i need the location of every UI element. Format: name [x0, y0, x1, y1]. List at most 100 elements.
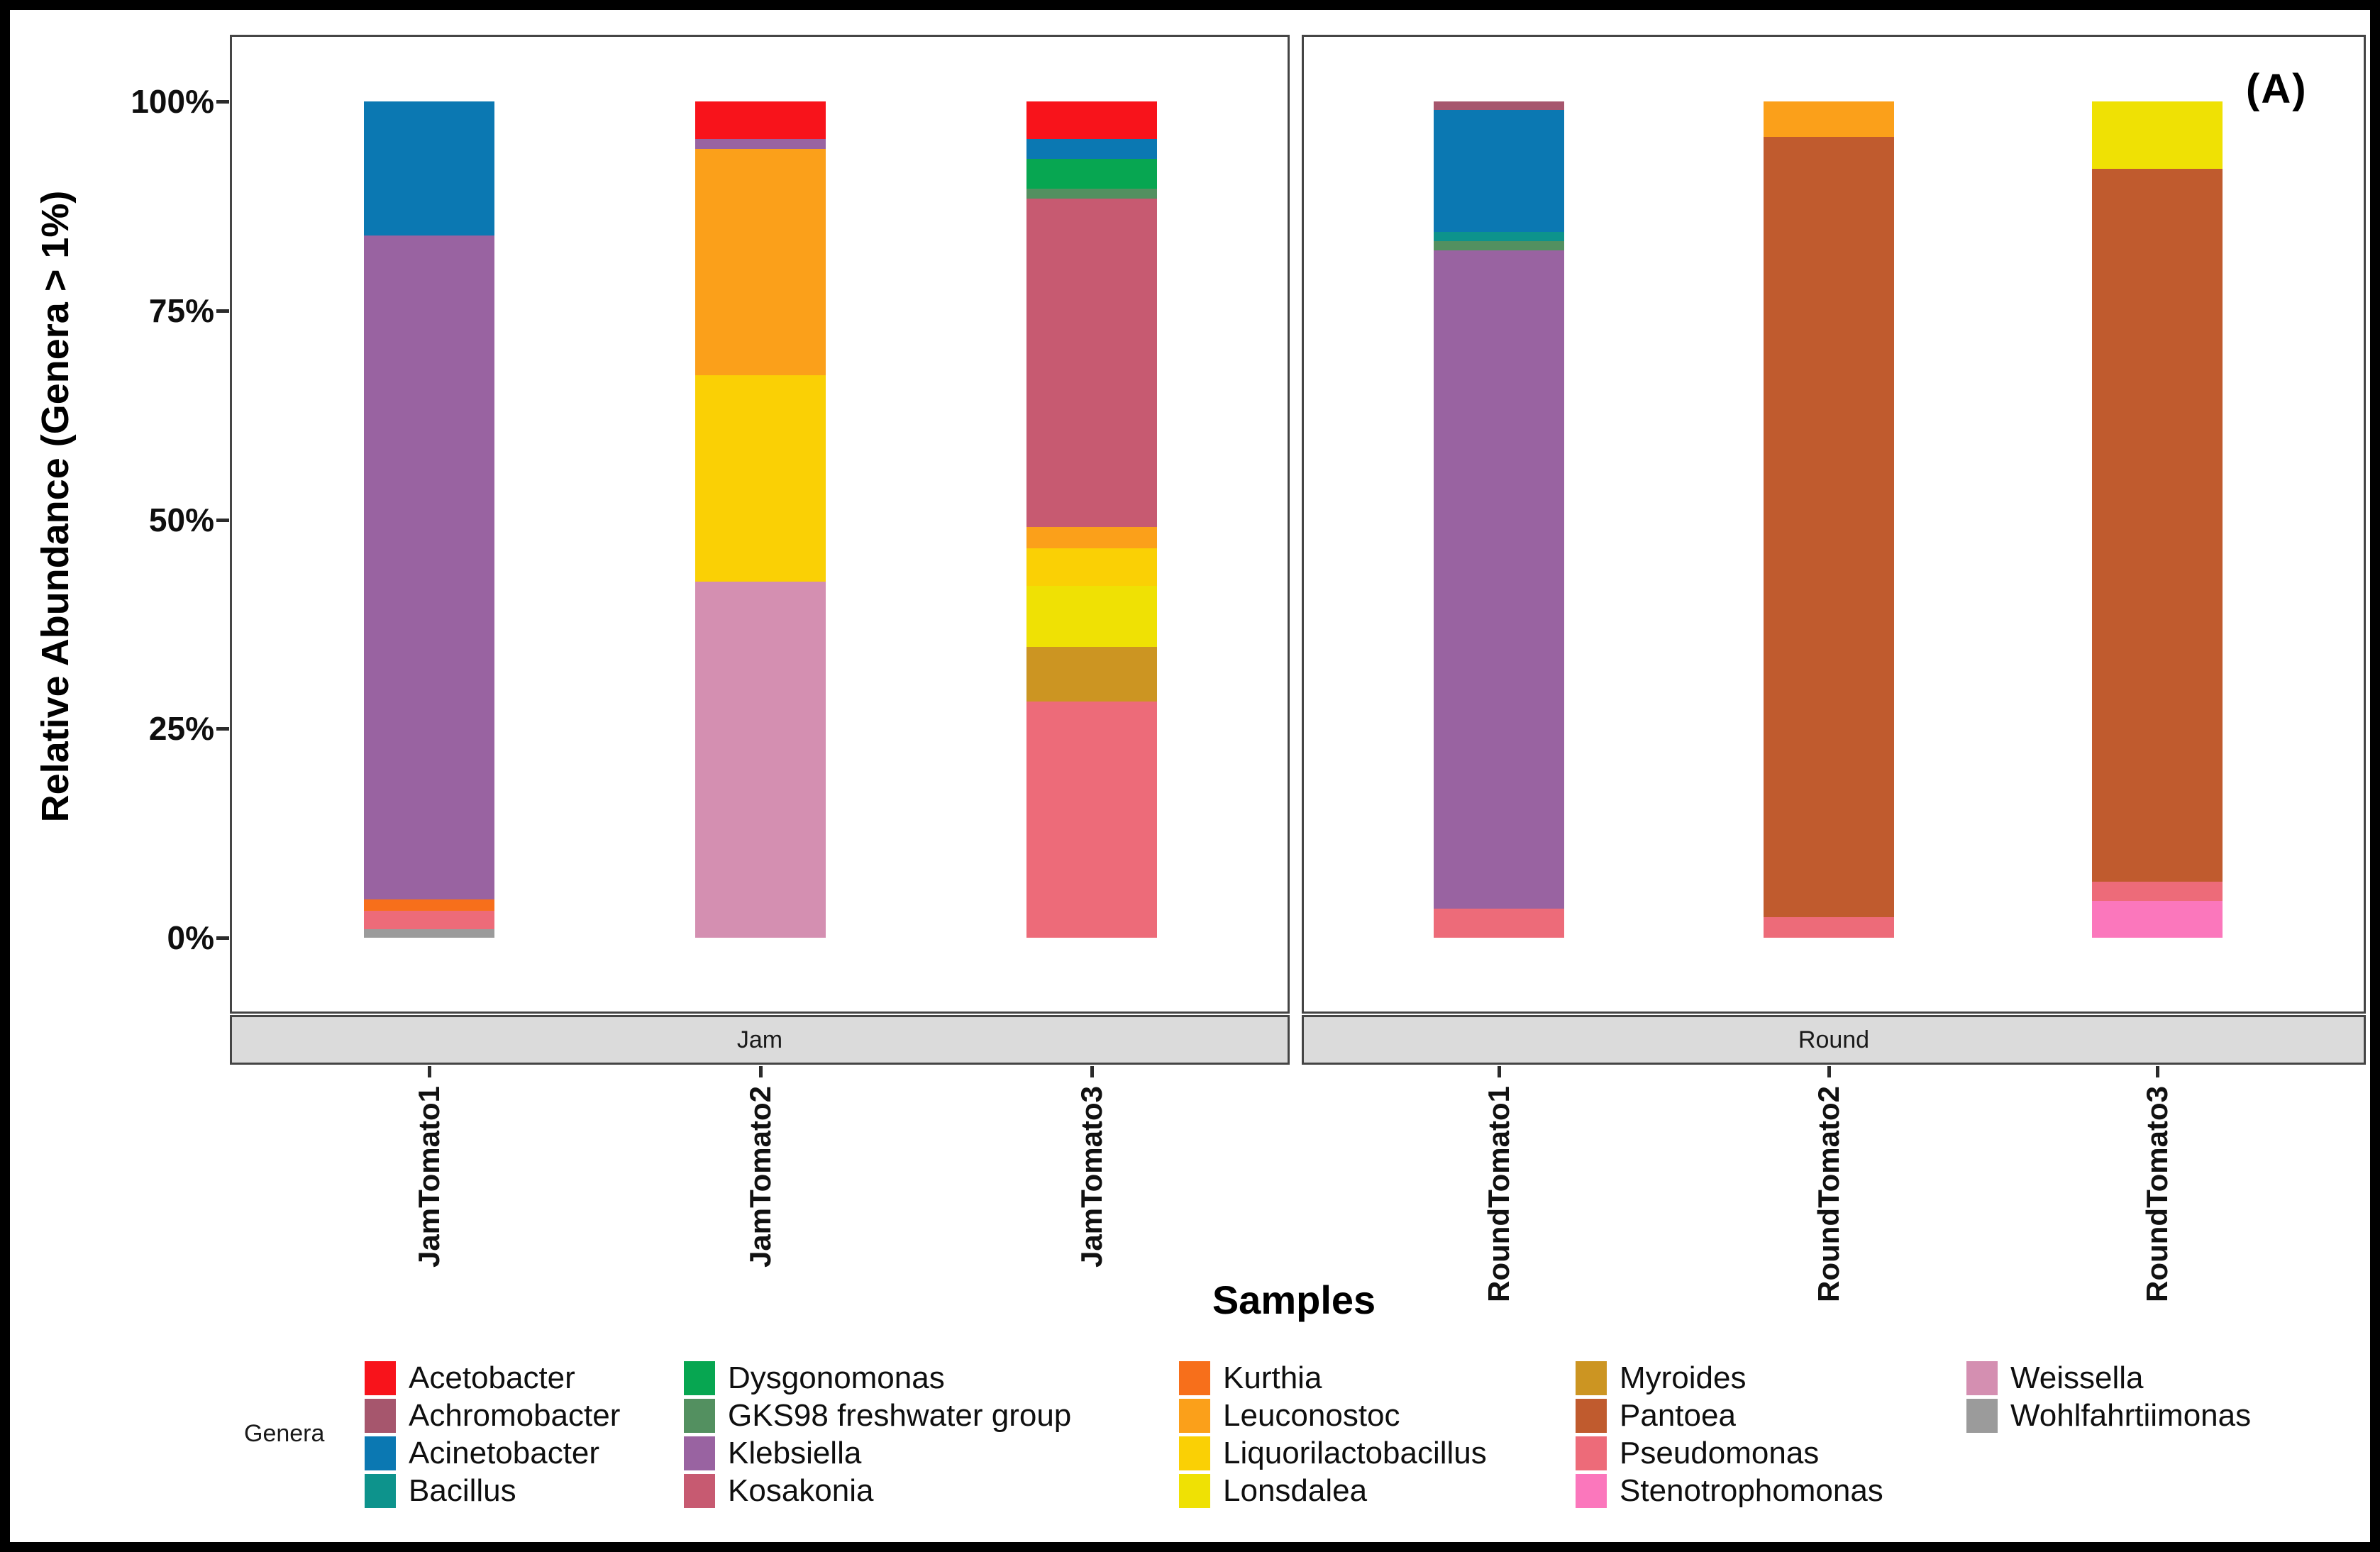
- facet-strip-jam-label: Jam: [736, 1026, 783, 1053]
- segment-stenotrophomonas: [2092, 901, 2223, 938]
- legend-item-klebsiella: Klebsiella: [684, 1436, 861, 1470]
- segment-acetobacter: [695, 101, 826, 140]
- legend-item-achromobacter: Achromobacter: [365, 1398, 621, 1433]
- x-tick-label-JamTomato2: JamTomato2: [743, 1086, 777, 1268]
- legend-item-stenotrophomonas: Stenotrophomonas: [1576, 1473, 1883, 1508]
- x-tick-mark: [428, 1066, 431, 1077]
- segment-kurthia: [364, 899, 494, 911]
- legend-item-pantoea: Pantoea: [1576, 1398, 1736, 1433]
- legend-item-acetobacter: Acetobacter: [365, 1360, 575, 1395]
- x-tick-mark: [1090, 1066, 1094, 1077]
- segment-leuconostoc: [1026, 527, 1157, 548]
- y-tick-mark: [216, 727, 229, 731]
- legend-label: Pseudomonas: [1620, 1436, 1820, 1470]
- legend-title: Genera: [244, 1420, 325, 1447]
- legend-swatch: [365, 1361, 396, 1395]
- facet-strip-jam: Jam: [230, 1015, 1290, 1065]
- legend-item-lonsdalea: Lonsdalea: [1179, 1473, 1368, 1508]
- segment-klebsiella: [364, 235, 494, 899]
- segment-pseudomonas: [2092, 881, 2223, 902]
- legend-swatch: [1179, 1436, 1210, 1470]
- legend-label: Weissella: [2010, 1360, 2144, 1395]
- segment-pseudomonas: [1764, 916, 1894, 938]
- legend-swatch: [365, 1436, 396, 1470]
- legend-item-bacillus: Bacillus: [365, 1473, 516, 1508]
- legend-swatch: [1576, 1436, 1607, 1470]
- x-tick-mark: [1827, 1066, 1831, 1077]
- legend-item-leuconostoc: Leuconostoc: [1179, 1398, 1400, 1433]
- segment-dysgonomonas: [1026, 159, 1157, 189]
- legend-label: Leuconostoc: [1223, 1398, 1400, 1433]
- legend-label: Achromobacter: [409, 1398, 621, 1433]
- segment-myroides: [1026, 646, 1157, 702]
- segment-klebsiella: [1434, 250, 1564, 909]
- segment-pseudomonas: [364, 911, 494, 930]
- legend-label: Dysgonomonas: [728, 1360, 945, 1395]
- legend-label: GKS98 freshwater group: [728, 1398, 1072, 1433]
- legend-swatch: [684, 1436, 715, 1470]
- legend-label: Wohlfahrtiimonas: [2010, 1398, 2252, 1433]
- y-tick-label: 50%: [148, 501, 214, 538]
- legend-item-weissella: Weissella: [1966, 1360, 2144, 1395]
- segment-pantoea: [1764, 136, 1894, 917]
- segment-leuconostoc: [695, 149, 826, 375]
- bar-RoundTomato1: [1432, 101, 1566, 938]
- legend-swatch: [684, 1399, 715, 1433]
- legend-item-kurthia: Kurthia: [1179, 1360, 1322, 1395]
- legend-item-myroides: Myroides: [1576, 1360, 1747, 1395]
- legend-label: Bacillus: [409, 1473, 516, 1508]
- x-tick-label-RoundTomato1: RoundTomato1: [1482, 1086, 1515, 1302]
- segment-liquorilactobacillus: [695, 375, 826, 582]
- segment-pseudomonas: [1434, 908, 1564, 938]
- bar-RoundTomato2: [1762, 101, 1895, 938]
- y-tick-label: 25%: [148, 710, 214, 748]
- legend-item-gks98-freshwater-group: GKS98 freshwater group: [684, 1398, 1072, 1433]
- segment-lonsdalea: [2092, 101, 2223, 170]
- legend-swatch: [684, 1361, 715, 1395]
- segment-kosakonia: [1026, 198, 1157, 528]
- bar-JamTomato2: [694, 101, 827, 938]
- legend-swatch: [365, 1474, 396, 1508]
- legend-item-kosakonia: Kosakonia: [684, 1473, 873, 1508]
- legend-label: Myroides: [1620, 1360, 1747, 1395]
- segment-lonsdalea: [1026, 585, 1157, 647]
- legend-label: Lonsdalea: [1223, 1473, 1368, 1508]
- y-tick-mark: [216, 100, 229, 104]
- legend-item-wohlfahrtiimonas: Wohlfahrtiimonas: [1966, 1398, 2252, 1433]
- y-tick-label: 0%: [167, 919, 214, 956]
- segment-acinetobacter: [1434, 109, 1564, 232]
- legend-swatch: [1576, 1399, 1607, 1433]
- y-tick-mark: [216, 309, 229, 313]
- legend-label: Liquorilactobacillus: [1223, 1436, 1487, 1470]
- legend-swatch: [1966, 1399, 1998, 1433]
- segment-leuconostoc: [1764, 101, 1894, 137]
- segment-klebsiella: [695, 139, 826, 150]
- segment-weissella: [695, 581, 826, 938]
- legend-swatch: [1179, 1399, 1210, 1433]
- legend-label: Pantoea: [1620, 1398, 1736, 1433]
- x-tick-mark: [2156, 1066, 2159, 1077]
- segment-gks98-freshwater-group: [1026, 188, 1157, 199]
- x-tick-mark: [1498, 1066, 1501, 1077]
- legend-swatch: [1576, 1361, 1607, 1395]
- x-tick-label-RoundTomato3: RoundTomato3: [2140, 1086, 2174, 1302]
- y-tick-mark: [216, 936, 229, 940]
- x-axis-title: Samples: [1212, 1277, 1376, 1322]
- segment-acetobacter: [1026, 101, 1157, 140]
- legend-label: Stenotrophomonas: [1620, 1473, 1883, 1508]
- legend-label: Acinetobacter: [409, 1436, 600, 1470]
- legend-swatch: [1576, 1474, 1607, 1508]
- panel-letter-label: (A): [2246, 66, 2308, 112]
- legend-swatch: [365, 1399, 396, 1433]
- y-tick-label: 75%: [148, 292, 214, 329]
- facet-strip-round-label: Round: [1798, 1026, 1870, 1053]
- legend-swatch: [1966, 1361, 1998, 1395]
- legend-item-acinetobacter: Acinetobacter: [365, 1436, 599, 1470]
- legend-item-dysgonomonas: Dysgonomonas: [684, 1360, 945, 1395]
- legend-label: Kurthia: [1223, 1360, 1322, 1395]
- segment-pseudomonas: [1026, 702, 1157, 938]
- segment-liquorilactobacillus: [1026, 548, 1157, 586]
- segment-acinetobacter: [1026, 139, 1157, 160]
- legend-swatch: [684, 1474, 715, 1508]
